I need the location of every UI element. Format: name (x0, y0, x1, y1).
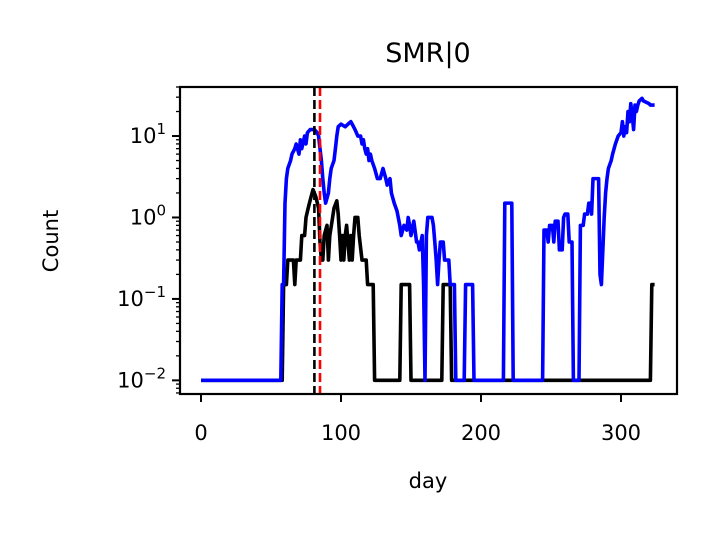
y-axis-ticks: 10−2 10−1 100 101 (117, 86, 180, 394)
y-tick-label: 10−1 (117, 283, 166, 311)
chart-title: SMR|0 (385, 38, 470, 69)
x-tick-label: 0 (194, 421, 207, 445)
x-axis-label: day (409, 469, 448, 493)
y-tick-label: 101 (130, 120, 166, 148)
x-axis-ticks: 0 100 200 300 (194, 394, 641, 445)
plot-frame (178, 85, 679, 396)
plot-layer (201, 87, 655, 394)
x-tick-label: 300 (601, 421, 641, 445)
y-tick-label: 100 (130, 201, 166, 229)
y-tick-label: 10−2 (117, 364, 166, 392)
series-line-1 (201, 96, 655, 383)
series-line-0 (201, 187, 655, 383)
y-axis-label: Count (39, 210, 63, 272)
x-tick-label: 100 (321, 421, 361, 445)
x-tick-label: 200 (461, 421, 501, 445)
